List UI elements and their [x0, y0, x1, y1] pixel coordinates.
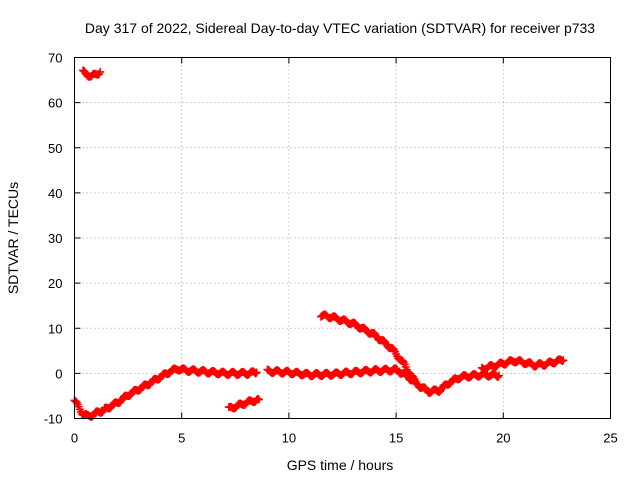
- data-points: [70, 66, 568, 421]
- chart-title: Day 317 of 2022, Sidereal Day-to-day VTE…: [85, 20, 595, 36]
- y-tick-label: 70: [48, 51, 62, 66]
- series-arc-6: [317, 310, 422, 389]
- x-tick-label: 15: [389, 431, 403, 446]
- y-tick-label: 60: [48, 96, 62, 111]
- data-point: [559, 356, 568, 365]
- y-tick-label: 10: [48, 321, 62, 336]
- series-arc-1: [70, 396, 109, 421]
- data-point: [252, 368, 261, 377]
- x-tick-label: 5: [178, 431, 185, 446]
- data-point: [254, 395, 263, 404]
- data-point: [253, 394, 262, 403]
- x-tick-label: 10: [282, 431, 296, 446]
- data-point: [96, 67, 105, 76]
- y-tick-label: 20: [48, 276, 62, 291]
- series-arc-7: [477, 355, 568, 374]
- y-tick-label: -10: [44, 412, 63, 427]
- data-point: [413, 380, 422, 389]
- data-point: [409, 373, 418, 382]
- series-arc-2: [100, 364, 261, 413]
- x-tick-label: 0: [71, 431, 78, 446]
- y-tick-label: 40: [48, 186, 62, 201]
- data-point: [72, 398, 81, 407]
- x-tick-label: 20: [496, 431, 510, 446]
- y-tick-label: 30: [48, 231, 62, 246]
- series-arc-3: [79, 66, 105, 81]
- x-tick-label: 25: [603, 431, 617, 446]
- data-point: [251, 369, 260, 378]
- y-axis-label: SDTVAR / TECUs: [5, 182, 21, 294]
- data-point: [495, 371, 504, 380]
- data-point: [493, 373, 502, 382]
- series-arc-4: [224, 394, 263, 413]
- x-axis-label: GPS time / hours: [287, 457, 394, 473]
- y-tick-label: 0: [55, 366, 62, 381]
- series-arc-5: [263, 364, 504, 397]
- data-point: [412, 379, 421, 388]
- axis-ticks: 0 5 10 15 20 25 -10 0 10 20 30 40 50 60 70: [44, 51, 618, 446]
- y-tick-label: 50: [48, 141, 62, 156]
